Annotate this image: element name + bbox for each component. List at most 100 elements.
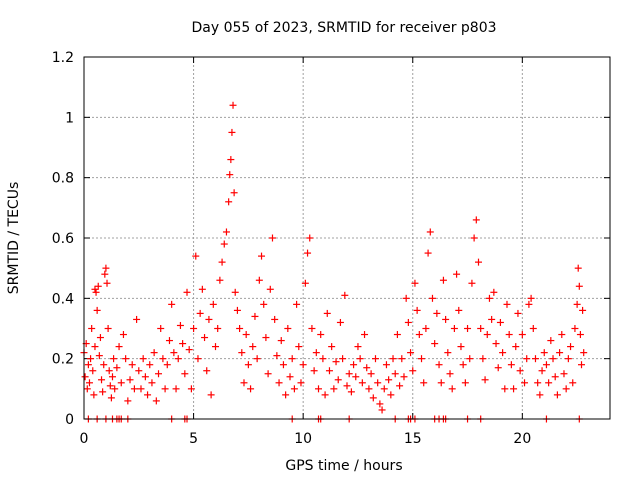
data-point [255,276,263,284]
y-tick-label: 0.4 [52,291,74,307]
data-point [350,361,358,369]
data-point [576,331,584,339]
data-point [371,355,379,363]
data-point [227,156,235,164]
data-point [301,279,309,287]
data-point [553,391,561,399]
data-point [319,355,327,363]
data-point [549,355,557,363]
data-point [205,315,213,323]
data-point [527,294,535,302]
data-point [88,325,96,332]
data-point [185,346,193,354]
data-point [240,379,248,387]
data-point [490,288,498,296]
data-point [168,300,176,308]
data-point [573,300,581,308]
data-point [111,385,119,393]
data-point [328,343,336,351]
data-point [157,325,165,332]
data-point [334,376,342,384]
data-point [124,397,132,405]
data-point [536,391,544,399]
data-point [466,355,474,363]
data-point [236,325,244,332]
data-point [428,294,436,302]
data-point [485,294,493,302]
data-point [92,288,100,296]
data-point [91,343,99,351]
data-point [161,385,169,393]
data-point [122,355,130,363]
data-point [512,343,520,351]
data-point [510,385,518,393]
data-point [560,370,568,378]
data-point [87,355,95,363]
x-tick-label: 15 [404,431,422,447]
chart-title: Day 055 of 2023, SRMTID for receiver p80… [191,20,496,36]
data-point [407,349,415,357]
data-point [251,312,259,320]
data-point [315,385,323,393]
data-point [226,171,234,179]
data-point [468,279,476,287]
data-point [358,379,366,387]
data-point [415,331,423,339]
data-point [523,355,531,363]
data-point [117,379,125,387]
data-point [435,361,443,369]
data-point [228,128,236,136]
data-point [242,331,250,339]
data-point [363,364,371,372]
data-point [341,291,349,299]
data-point [183,288,191,296]
data-point [459,361,467,369]
data-point [433,309,441,317]
data-point [343,382,351,390]
data-point [225,198,233,206]
data-point [150,349,158,357]
data-point [104,325,112,332]
ticks: 0 0.2 0.4 0.6 0.8 1 1.2 0 5 10 15 20 [52,50,610,447]
data-point [297,379,305,387]
y-tick-label: 0.2 [52,352,74,368]
data-point [253,355,261,363]
y-axis-label: SRMTID / TECUs [6,182,22,295]
data-point [266,285,274,293]
data-point [99,388,107,396]
data-point [220,240,228,248]
data-point [216,276,224,284]
data-point [146,361,154,369]
data-point [529,325,537,332]
data-point [268,234,276,242]
data-point [218,258,226,266]
data-point [389,355,397,363]
data-point [81,373,89,381]
data-point [323,309,331,317]
data-point [181,370,189,378]
y-tick-label: 0.8 [52,171,74,187]
data-point [418,355,426,363]
data-point [238,349,246,357]
data-point [345,370,353,378]
data-point [159,355,167,363]
grid [84,57,610,419]
data-point [442,315,450,323]
data-point [85,379,93,387]
data-point [398,355,406,363]
data-point [83,385,91,393]
data-point [201,334,209,342]
data-point [400,373,408,381]
data-point [198,285,206,293]
data-point [130,385,138,393]
data-point [446,370,454,378]
plot-frame [83,56,611,420]
data-point [244,361,252,369]
data-point [567,343,575,351]
data-point [542,361,550,369]
y-tick-label: 1.2 [52,50,74,66]
data-point [481,376,489,384]
data-point [479,355,487,363]
y-tick-label: 1 [65,110,74,126]
data-point [98,376,106,384]
